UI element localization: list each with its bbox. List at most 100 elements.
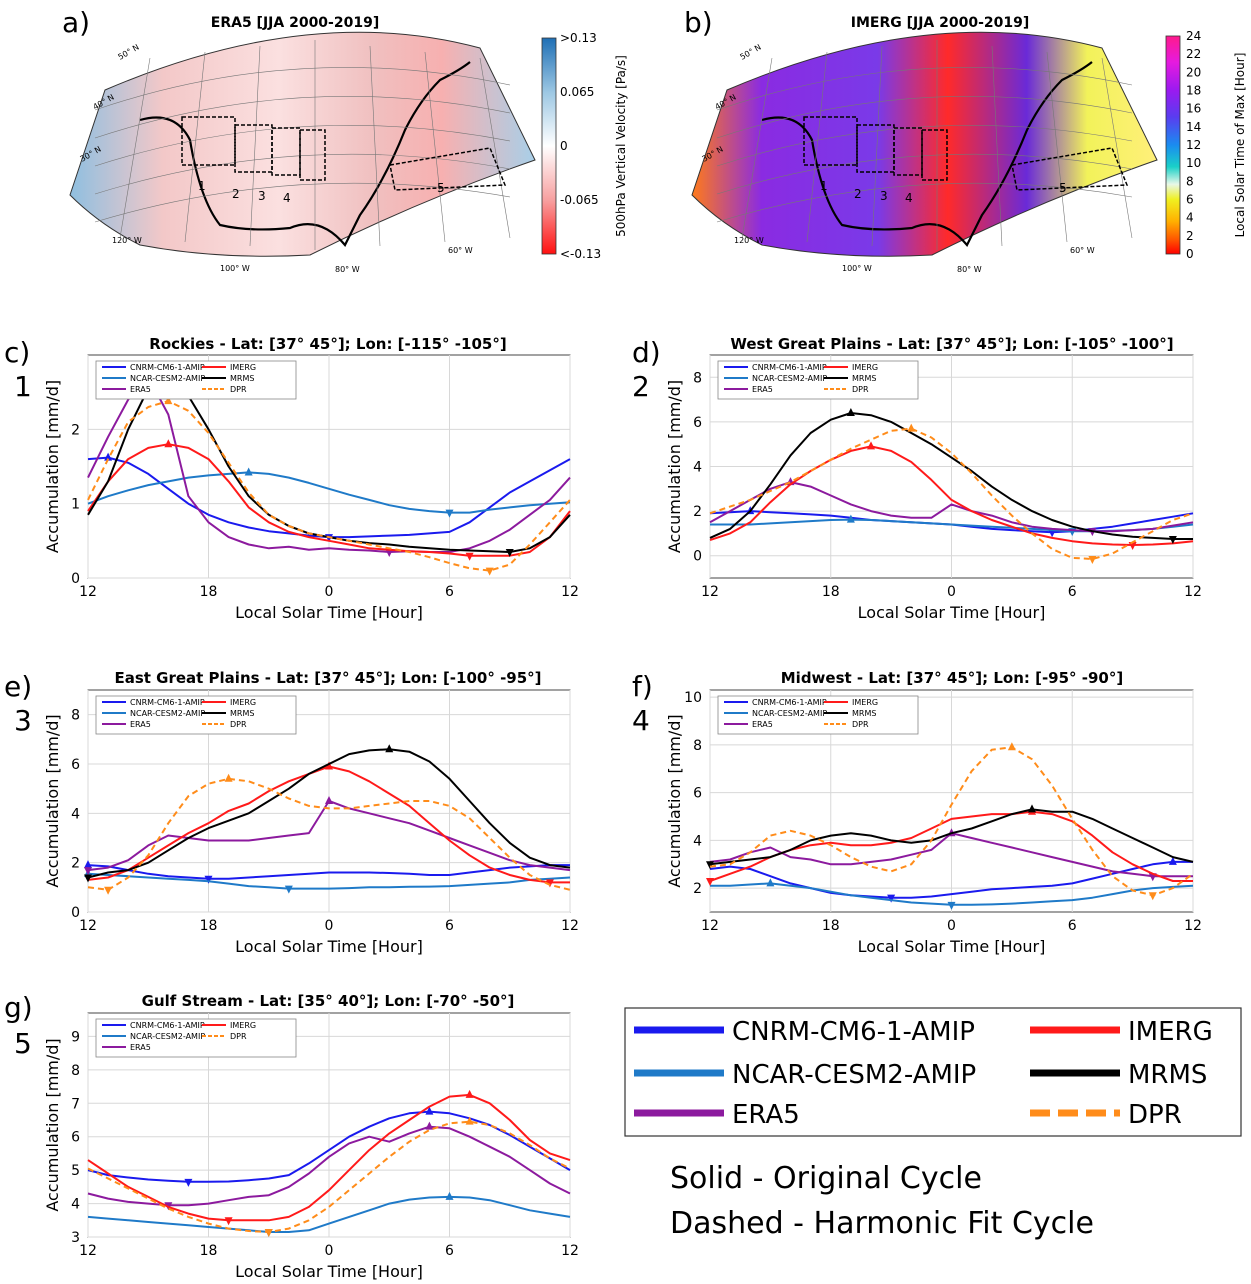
small-legend <box>717 695 919 735</box>
x-tick-label: 0 <box>325 1243 334 1259</box>
graticule-lat <box>94 153 511 195</box>
max-marker <box>385 744 394 753</box>
region-number: 4 <box>905 191 913 205</box>
x-tick-label: 12 <box>561 918 579 934</box>
max-marker <box>104 452 113 461</box>
small-legend <box>95 360 297 400</box>
series-line-imerg <box>87 1093 571 1222</box>
series-line-ncar-cesm2-amip <box>87 872 571 890</box>
big-legend-label: CNRM-CM6-1-AMIP <box>732 1017 975 1047</box>
lat-label: 50° N <box>117 43 141 62</box>
region-box-1 <box>803 116 858 166</box>
y-tick-label: 2 <box>693 504 702 520</box>
colorbar <box>541 37 557 255</box>
lon-label: 100° W <box>842 264 872 273</box>
small-legend <box>95 695 297 735</box>
graticule-lon <box>1101 57 1133 239</box>
x-tick-label: 0 <box>947 584 956 600</box>
y-tick-label: 6 <box>71 1130 80 1146</box>
y-tick-label: 0 <box>693 549 702 565</box>
x-tick-label: 12 <box>1184 584 1202 600</box>
max-marker <box>766 878 775 887</box>
x-tick-label: 6 <box>445 918 454 934</box>
x-tick-label: 12 <box>1184 918 1202 934</box>
series-line-era5 <box>87 376 571 553</box>
y-tick-label: 8 <box>71 708 80 724</box>
colorbar-tick-label: 24 <box>1186 29 1201 43</box>
panel-label: a) <box>62 6 90 39</box>
graticule-lat <box>716 96 1133 139</box>
small-legend-label: ERA5 <box>752 385 773 394</box>
small-legend-label: MRMS <box>230 374 254 383</box>
chart-e: e)3 East Great Plains - Lat: [37° 45°]; L… <box>4 669 579 956</box>
colorbar-tick-label: <-0.13 <box>560 247 601 261</box>
graticule-lat <box>94 67 511 111</box>
min-marker <box>104 886 113 895</box>
lon-label: 120° W <box>734 236 764 245</box>
small-legend-label: ERA5 <box>752 720 773 729</box>
colorbar-tick-label: -0.065 <box>560 193 599 207</box>
colorbar-tick-label: 18 <box>1186 84 1201 98</box>
min-marker <box>1048 529 1057 538</box>
panel-label: f) <box>632 670 653 703</box>
min-marker <box>887 894 896 903</box>
small-legend-label: IMERG <box>852 363 878 372</box>
x-tick-label: 6 <box>445 1243 454 1259</box>
x-tick-label: 0 <box>325 584 334 600</box>
graticule-lat <box>94 124 511 167</box>
max-marker <box>907 423 916 432</box>
x-tick-label: 6 <box>1068 584 1077 600</box>
colorbar-tick-label: 16 <box>1186 102 1201 116</box>
max-marker <box>1168 856 1177 865</box>
series-line-mrms <box>709 412 1193 540</box>
series-line-cnrm-cm6-1-amip <box>87 864 570 880</box>
x-tick-label: 12 <box>701 918 719 934</box>
min-marker <box>184 1178 193 1187</box>
x-tick-label: 6 <box>445 584 454 600</box>
region-number: 3 <box>880 189 888 203</box>
series-line-cnrm-cm6-1-amip <box>709 860 1193 899</box>
x-tick-label: 12 <box>79 918 97 934</box>
small-legend-label: CNRM-CM6-1-AMIP <box>130 363 205 372</box>
graticule-lon <box>424 51 446 243</box>
region-box-4 <box>921 129 948 181</box>
region-box-4 <box>299 129 326 181</box>
note-dashed: Dashed - Harmonic Fit Cycle <box>670 1206 1094 1241</box>
small-legend-label: ERA5 <box>130 1043 151 1052</box>
colorbar-tick-label: 6 <box>1186 193 1194 207</box>
big-legend <box>624 1007 1242 1137</box>
colorbar-tick-label: 4 <box>1186 211 1194 225</box>
min-marker <box>284 885 293 894</box>
max-marker <box>244 467 253 476</box>
y-tick-label: 4 <box>71 1197 80 1213</box>
small-legend-label: MRMS <box>230 709 254 718</box>
max-marker <box>867 441 875 450</box>
max-marker <box>425 1121 434 1130</box>
small-legend-label: MRMS <box>852 374 876 383</box>
graticule-lat <box>94 182 511 223</box>
y-axis-label: Accumulation [mm/d] <box>43 1038 62 1211</box>
graticule-lon <box>741 57 773 239</box>
max-marker <box>325 761 333 770</box>
panel-number: 5 <box>14 1027 32 1060</box>
small-legend-label: DPR <box>852 720 869 729</box>
max-marker <box>224 773 233 782</box>
small-legend-label: NCAR-CESM2-AMIP <box>752 709 827 718</box>
small-legend-label: NCAR-CESM2-AMIP <box>752 374 827 383</box>
y-tick-label: 5 <box>71 1163 80 1179</box>
min-marker <box>465 552 474 561</box>
max-marker <box>1007 742 1016 751</box>
series-line-mrms <box>87 748 571 879</box>
min-marker <box>84 867 92 876</box>
min-marker <box>1168 535 1177 544</box>
y-tick-label: 4 <box>71 806 80 822</box>
x-tick-label: 18 <box>200 1243 218 1259</box>
min-marker <box>224 1217 233 1226</box>
region-box-5 <box>1011 147 1129 191</box>
map-field <box>69 31 536 257</box>
